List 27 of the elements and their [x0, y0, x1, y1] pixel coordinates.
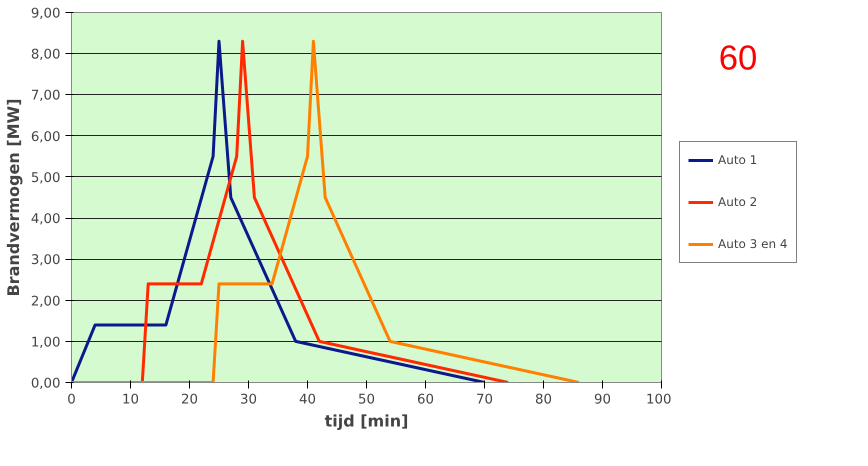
- y-tick-label: 5,00: [30, 170, 61, 186]
- x-tick-label: 0: [67, 392, 76, 408]
- legend-label: Auto 1: [718, 152, 758, 166]
- y-tick-label: 4,00: [30, 212, 61, 228]
- y-tick-label: 3,00: [30, 253, 61, 268]
- y-tick-label: 0,00: [30, 376, 61, 392]
- x-tick-label: 90: [594, 392, 611, 408]
- legend-label: Auto 2: [718, 194, 758, 208]
- x-tick-label: 100: [646, 392, 672, 408]
- y-tick-label: 6,00: [30, 130, 61, 145]
- text: 60: [718, 39, 758, 78]
- y-tick-label: 1,00: [30, 335, 61, 350]
- x-tick-label: 70: [476, 392, 493, 408]
- legend-label: Auto 3 en 4: [718, 236, 788, 250]
- y-tick-label: 8,00: [30, 48, 61, 63]
- x-tick-label: 20: [181, 392, 198, 408]
- x-axis-title: tijd [min]: [324, 412, 408, 430]
- x-tick-label: 30: [240, 392, 257, 408]
- x-tick-label: 10: [122, 392, 139, 408]
- y-axis-title: Brandvermogen [MW]: [4, 98, 23, 297]
- y-tick-label: 7,00: [30, 88, 61, 104]
- y-tick-label: 9,00: [30, 6, 61, 22]
- y-tick-label: 2,00: [30, 294, 61, 310]
- x-tick-label: 50: [358, 392, 375, 408]
- x-tick-label: 60: [417, 392, 434, 408]
- x-tick-label: 80: [535, 392, 552, 408]
- x-tick-label: 40: [299, 392, 316, 408]
